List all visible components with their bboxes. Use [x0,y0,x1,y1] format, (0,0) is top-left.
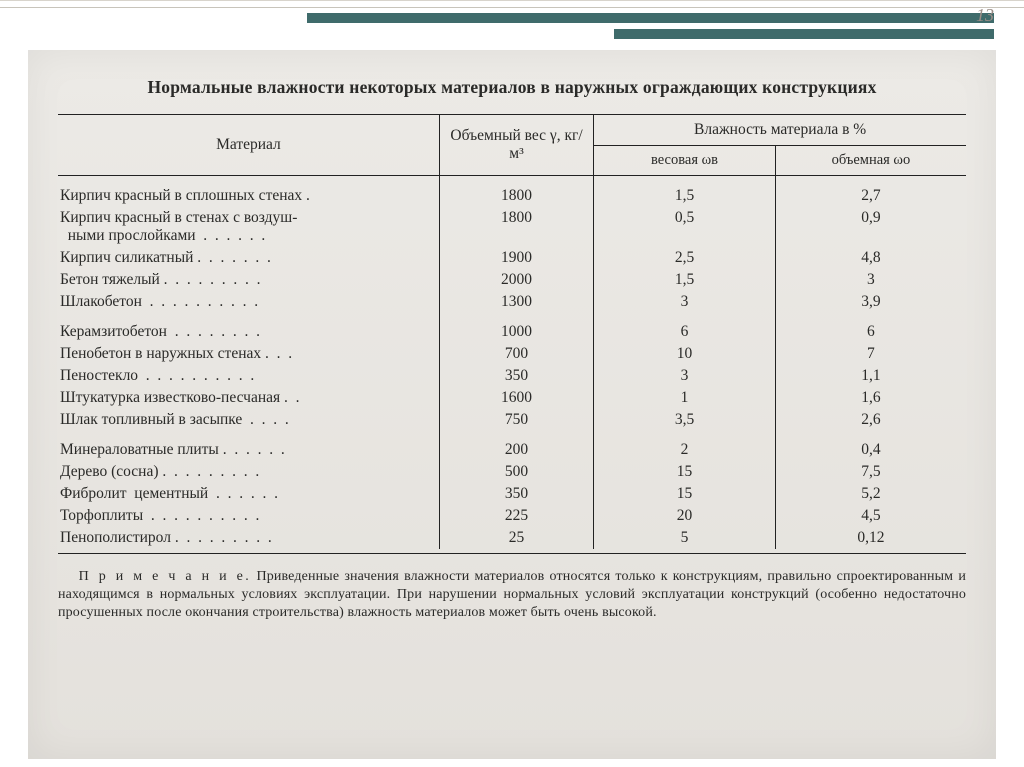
cell-wo: 3 [775,269,966,291]
table-row: Керамзитобетон . . . . . . . .100066 [58,313,966,343]
table-row: Дерево (сосна) . . . . . . . . .500157,5 [58,461,966,483]
cell-weight: 1800 [439,207,593,247]
cell-wo: 0,12 [775,527,966,549]
cell-wb: 2,5 [594,247,776,269]
cell-wo: 1,6 [775,387,966,409]
cell-material: Кирпич красный в сплошных стенах . [58,185,439,207]
cell-wo: 5,2 [775,483,966,505]
table-row: Кирпич красный в стенах с воздуш- ными п… [58,207,966,247]
col-header-wo: объемная ωо [775,145,966,175]
cell-weight: 1800 [439,185,593,207]
cell-weight: 200 [439,431,593,461]
slide-header: 13 [0,0,1024,44]
cell-weight: 225 [439,505,593,527]
cell-wb: 3 [594,365,776,387]
cell-wo: 7 [775,343,966,365]
cell-wo: 2,7 [775,185,966,207]
page-number: 13 [976,5,994,26]
cell-wo: 3,9 [775,291,966,313]
cell-wb: 15 [594,483,776,505]
table-row: Пенополистирол . . . . . . . . .2550,12 [58,527,966,549]
cell-material: Фибролит цементный . . . . . . [58,483,439,505]
cell-weight: 750 [439,409,593,431]
header-rule [0,7,1024,8]
cell-material: Бетон тяжелый . . . . . . . . . [58,269,439,291]
cell-wb: 0,5 [594,207,776,247]
cell-wo: 4,5 [775,505,966,527]
table-row: Штукатурка известково-песчаная . .160011… [58,387,966,409]
col-header-wb: весовая ωв [594,145,776,175]
cell-weight: 500 [439,461,593,483]
cell-material: Кирпич силикатный . . . . . . . [58,247,439,269]
table-row: Бетон тяжелый . . . . . . . . .20001,53 [58,269,966,291]
cell-wb: 2 [594,431,776,461]
cell-wo: 6 [775,313,966,343]
cell-wb: 3 [594,291,776,313]
cell-material: Керамзитобетон . . . . . . . . [58,313,439,343]
cell-weight: 350 [439,483,593,505]
cell-wb: 15 [594,461,776,483]
cell-material: Дерево (сосна) . . . . . . . . . [58,461,439,483]
table-row: Шлакобетон . . . . . . . . . .130033,9 [58,291,966,313]
cell-material: Кирпич красный в стенах с воздуш- ными п… [58,207,439,247]
col-header-humidity: Влажность материала в % [594,114,966,145]
table-bottom-rule [58,553,966,554]
table-row: Шлак топливный в засыпке . . . .7503,52,… [58,409,966,431]
cell-material: Шлак топливный в засыпке . . . . [58,409,439,431]
cell-wo: 7,5 [775,461,966,483]
cell-wb: 1,5 [594,269,776,291]
footnote: П р и м е ч а н и е. Приведенные значени… [58,568,966,622]
cell-material: Минераловатные плиты . . . . . . [58,431,439,461]
cell-weight: 700 [439,343,593,365]
cell-material: Пеностекло . . . . . . . . . . [58,365,439,387]
table-row: Торфоплиты . . . . . . . . . .225204,5 [58,505,966,527]
cell-wo: 0,9 [775,207,966,247]
materials-table: Материал Объемный вес γ, кг/м³ Влажность… [58,114,966,550]
cell-wb: 10 [594,343,776,365]
cell-wo: 0,4 [775,431,966,461]
cell-weight: 1300 [439,291,593,313]
cell-weight: 350 [439,365,593,387]
cell-material: Пенобетон в наружных стенах . . . [58,343,439,365]
cell-wb: 1,5 [594,185,776,207]
table-row: Фибролит цементный . . . . . .350155,2 [58,483,966,505]
cell-weight: 1000 [439,313,593,343]
cell-wb: 5 [594,527,776,549]
table-row: Кирпич силикатный . . . . . . .19002,54,… [58,247,966,269]
cell-material: Пенополистирол . . . . . . . . . [58,527,439,549]
cell-weight: 25 [439,527,593,549]
table-title: Нормальные влажности некоторых материало… [58,76,966,100]
header-accent-bar-1 [307,13,994,23]
footnote-lead: П р и м е ч а н и е. [79,569,252,584]
table-row: Пенобетон в наружных стенах . . .700107 [58,343,966,365]
cell-wb: 20 [594,505,776,527]
col-header-weight-text: Объемный вес γ, кг/м³ [450,127,582,162]
cell-material: Шлакобетон . . . . . . . . . . [58,291,439,313]
table-row: Минераловатные плиты . . . . . .20020,4 [58,431,966,461]
cell-wo: 4,8 [775,247,966,269]
cell-weight: 1600 [439,387,593,409]
cell-wb: 1 [594,387,776,409]
cell-material: Торфоплиты . . . . . . . . . . [58,505,439,527]
table-row: Пеностекло . . . . . . . . . .35031,1 [58,365,966,387]
cell-weight: 2000 [439,269,593,291]
cell-wb: 6 [594,313,776,343]
cell-wb: 3,5 [594,409,776,431]
scanned-page: Нормальные влажности некоторых материало… [28,50,996,759]
col-header-material: Материал [58,114,439,175]
cell-weight: 1900 [439,247,593,269]
cell-wo: 2,6 [775,409,966,431]
table-row: Кирпич красный в сплошных стенах .18001,… [58,185,966,207]
cell-material: Штукатурка известково-песчаная . . [58,387,439,409]
col-header-weight: Объемный вес γ, кг/м³ [439,114,593,175]
header-accent-bar-2 [614,29,994,39]
cell-wo: 1,1 [775,365,966,387]
